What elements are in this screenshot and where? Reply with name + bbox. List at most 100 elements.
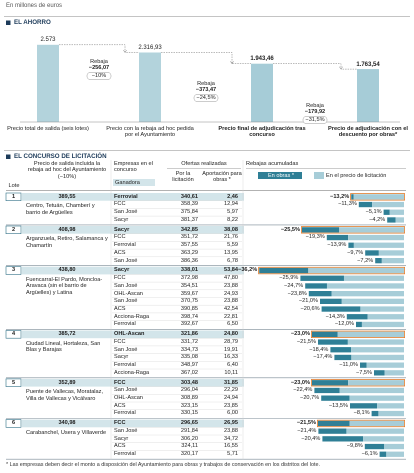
lot-number: 6	[11, 420, 16, 427]
annotation-value: −256,07	[88, 65, 110, 71]
bidder-name: San José	[114, 346, 138, 353]
cut-price-bar	[339, 387, 404, 394]
cut-price-bar	[384, 370, 404, 376]
cut-works-bar	[300, 275, 344, 281]
lot-number-box	[5, 266, 22, 275]
bidder-name: Ferrovial	[114, 410, 136, 417]
cut-works-bar	[318, 428, 347, 434]
works-value: 47,80	[224, 275, 238, 282]
cut-works-bar	[321, 306, 361, 312]
offer-value: 358,39	[180, 201, 198, 208]
works-value: 38,08	[224, 226, 238, 233]
cut-label: −17,4%	[313, 354, 333, 361]
bidder-name: FCC	[114, 379, 126, 386]
bidder-name: Ferrovial	[114, 451, 136, 458]
works-value: 23,88	[224, 282, 238, 289]
legend-label: En obras *	[267, 172, 295, 179]
cut-price-bar	[351, 354, 404, 361]
winner-legend-box	[113, 179, 155, 186]
cut-price-bar	[347, 339, 404, 345]
cut-works-bar	[351, 194, 354, 200]
bidder-name: FCC	[114, 420, 126, 427]
lot-number-box	[5, 378, 22, 387]
lot-price: 385,72	[58, 331, 76, 338]
bidder-name: San José	[114, 257, 138, 264]
offer-value: 338,01	[180, 267, 198, 274]
cut-label: −9,8%	[346, 443, 363, 450]
works-value: 23,85	[224, 402, 238, 409]
bidder-name: Sacyr	[114, 354, 129, 361]
offer-value: 320,17	[180, 451, 198, 458]
cut-label: −23,0%	[290, 331, 310, 338]
cut-works-bar	[387, 217, 396, 223]
cut-works-bar	[318, 420, 350, 427]
annotation-label: Rebaja	[197, 81, 215, 87]
works-value: 24,80	[224, 331, 238, 338]
cut-works-bar	[365, 250, 379, 256]
cut-price-bar	[389, 209, 404, 215]
lot-area: Centro, Tetuán, Chamberí y barrio de Arg…	[26, 203, 95, 216]
annotation-box	[193, 94, 219, 102]
cut-works-bar	[308, 291, 332, 297]
winner-outline	[300, 226, 405, 234]
category-label: Precio de adjudicación con el descuento …	[328, 126, 408, 139]
cut-price-bar	[367, 314, 404, 320]
cut-price-bar	[366, 362, 404, 368]
cut-label: −20,4%	[301, 435, 321, 442]
cut-label: −18,4%	[309, 346, 329, 353]
cut-works-bar	[318, 339, 348, 345]
winner-row	[22, 330, 244, 339]
cut-label: −12,0%	[334, 321, 354, 328]
bidder-name: FCC	[114, 234, 126, 241]
offer-value: 330,15	[180, 410, 198, 417]
offer-value: 321,86	[180, 331, 198, 338]
cut-label: −11,3%	[338, 201, 357, 208]
cut-works-bar	[302, 227, 340, 233]
offer-value: 386,36	[180, 257, 198, 264]
offer-value: 335,08	[180, 354, 198, 361]
lot-number: 2	[11, 226, 16, 233]
works-value: 22,29	[224, 387, 238, 394]
cut-label: −21,4%	[297, 428, 317, 434]
cut-price-bar	[360, 306, 404, 312]
cut-label: −25,9%	[279, 275, 299, 282]
annotation-percent: −31,5%	[305, 117, 325, 123]
category-label: Precio final de adjudicación tras concur…	[218, 126, 306, 139]
lot-area: Puente de Vallecas, Moratalaz, Villa de …	[26, 389, 104, 402]
winner-outline	[258, 266, 406, 275]
cut-label: −4,2%	[369, 216, 386, 223]
offer-value: 334,73	[180, 346, 198, 353]
offer-value: 303,48	[180, 379, 198, 386]
bar	[357, 69, 379, 122]
lot-number: 5	[11, 379, 16, 386]
cut-works-bar	[322, 436, 364, 442]
bidder-name: Sacyr	[114, 435, 129, 442]
cut-label: −13,9%	[327, 242, 347, 249]
lot-area: Ciudad Lineal, Hortaleza, San Blas y Bar…	[26, 340, 101, 354]
offer-value: 398,74	[180, 313, 198, 320]
annotation-label: Rebaja	[306, 103, 324, 109]
cut-works-bar	[305, 283, 327, 289]
works-value: 31,85	[224, 379, 238, 386]
cut-works-bar	[356, 321, 362, 328]
cut-works-bar	[360, 362, 367, 368]
offer-value: 363,29	[180, 249, 198, 256]
works-value: 22,81	[224, 313, 238, 320]
bidder-name: San José	[114, 387, 138, 394]
winner-legend: Ganadora	[115, 179, 140, 186]
cut-label: −6,1%	[361, 451, 378, 458]
works-value: 19,91	[224, 346, 238, 353]
winner-row	[22, 193, 244, 201]
arrow-head	[339, 66, 343, 70]
cut-works-bar	[348, 242, 354, 248]
cut-price-bar	[341, 298, 404, 304]
offer-value: 308,89	[180, 395, 198, 401]
cut-works-bar	[379, 451, 387, 457]
offer-value: 367,02	[180, 369, 198, 376]
connector	[59, 44, 139, 53]
annotation-label: Rebaja	[90, 59, 108, 65]
offer-value: 296,65	[180, 420, 198, 427]
bidder-name: ACS	[114, 402, 126, 409]
bidder-name: Acciona-Raga	[114, 369, 150, 376]
cut-label: −14,3%	[325, 313, 345, 320]
